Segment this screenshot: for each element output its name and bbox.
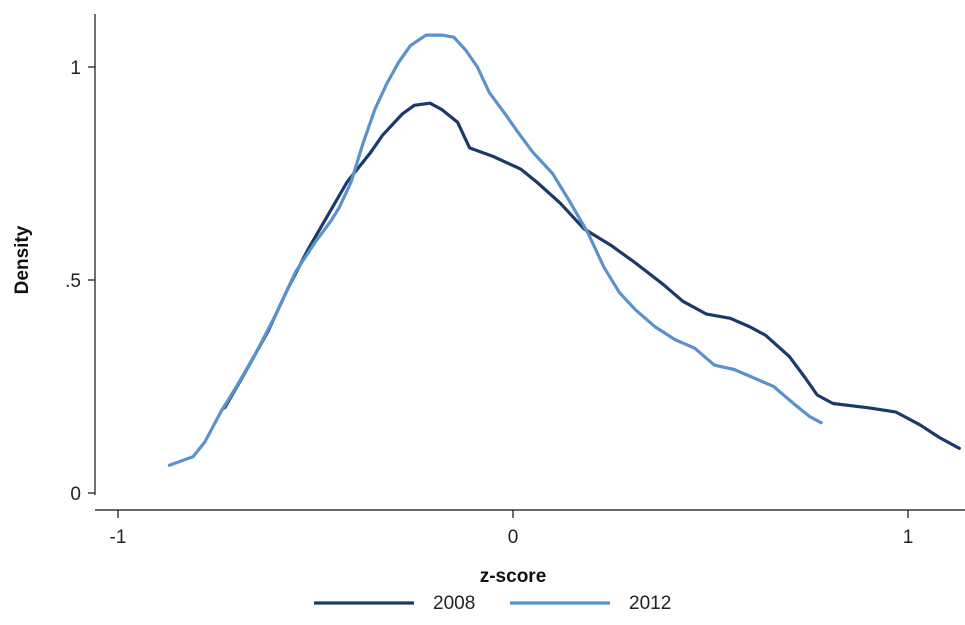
x-tick-label: 1 — [903, 527, 914, 548]
x-tick-label: 0 — [508, 527, 519, 548]
plot-area — [167, 33, 961, 467]
legend-label-2008: 2008 — [433, 593, 475, 614]
x-tick-label: -1 — [110, 527, 127, 548]
y-axis-title: Density — [12, 225, 33, 294]
x-axis: -1 0 1 — [95, 509, 965, 548]
series-line-2012 — [167, 33, 823, 467]
series-line-2008 — [223, 101, 961, 450]
y-tick-label: 0 — [70, 484, 81, 505]
y-tick-label: .5 — [65, 271, 81, 292]
legend: 2008 2012 — [314, 593, 671, 614]
y-axis: 0.51 — [65, 14, 96, 505]
legend-label-2012: 2012 — [629, 593, 671, 614]
x-axis-title: z-score — [480, 566, 547, 587]
y-tick-label: 1 — [70, 58, 81, 79]
